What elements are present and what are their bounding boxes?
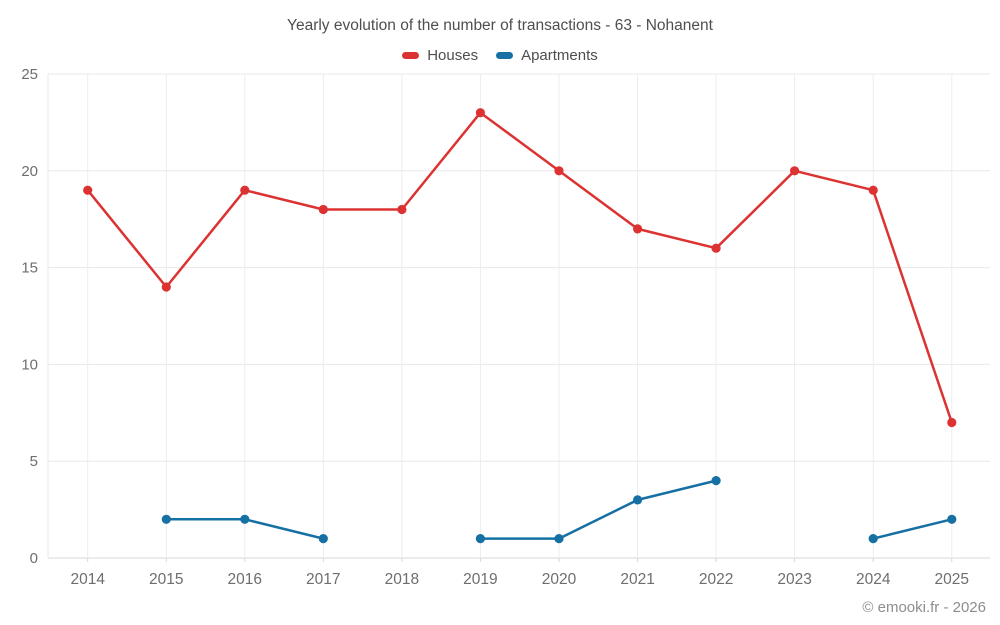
- x-axis-label: 2022: [699, 571, 733, 588]
- houses-point-2014[interactable]: [83, 185, 93, 195]
- x-axis-label: 2024: [856, 571, 891, 588]
- apartments-point-2019[interactable]: [475, 534, 485, 544]
- houses-point-2017[interactable]: [318, 204, 328, 215]
- houses-legend-label: Houses: [427, 47, 479, 64]
- y-axis-label: 15: [21, 260, 38, 277]
- y-axis-label: 0: [30, 550, 38, 567]
- apartments-point-2022[interactable]: [711, 476, 721, 486]
- y-axis-label: 25: [21, 66, 38, 83]
- x-axis-label: 2015: [149, 571, 183, 588]
- x-axis-label: 2025: [935, 571, 969, 588]
- y-axis-label: 10: [21, 356, 38, 373]
- houses-point-2020[interactable]: [554, 166, 564, 176]
- x-axis-label: 2023: [777, 571, 811, 588]
- houses-legend-marker-icon: [402, 52, 420, 59]
- houses-point-2015[interactable]: [161, 282, 171, 292]
- apartments-point-2016[interactable]: [240, 514, 250, 524]
- houses-point-2021[interactable]: [633, 224, 643, 234]
- houses-point-2018[interactable]: [397, 204, 407, 215]
- apartments-legend-marker-icon: [496, 52, 514, 59]
- apartments-point-2025[interactable]: [947, 514, 957, 524]
- houses-line: [86, 111, 954, 424]
- houses-point-2024[interactable]: [868, 185, 878, 195]
- legend-item-houses[interactable]: Houses: [402, 47, 478, 64]
- houses-point-2016[interactable]: [240, 185, 250, 195]
- y-axis-label: 20: [21, 163, 38, 180]
- apartments-line: [871, 518, 954, 540]
- houses-point-2022[interactable]: [711, 243, 721, 253]
- houses-point-2025[interactable]: [947, 417, 957, 428]
- x-axis-label: 2018: [385, 571, 419, 588]
- x-axis-label: 2020: [542, 571, 577, 588]
- legend-item-apartments[interactable]: Apartments: [496, 47, 598, 64]
- x-axis-label: 2019: [463, 571, 497, 588]
- chart-title: Yearly evolution of the number of transa…: [287, 17, 713, 34]
- apartments-line: [479, 479, 718, 540]
- y-axis-label: 5: [30, 453, 38, 470]
- apartments-point-2015[interactable]: [161, 514, 171, 524]
- houses-point-2019[interactable]: [475, 108, 485, 118]
- apartments-point-2017[interactable]: [318, 534, 328, 544]
- x-axis-label: 2017: [306, 571, 340, 588]
- chart-legend: Houses Apartments: [0, 47, 1000, 64]
- apartments-point-2021[interactable]: [633, 495, 643, 505]
- apartments-point-2020[interactable]: [554, 534, 564, 544]
- houses-point-2023[interactable]: [790, 166, 800, 176]
- apartments-legend-label: Apartments: [521, 47, 598, 64]
- copyright-footer: © emooki.fr - 2026: [862, 599, 986, 616]
- x-axis-label: 2021: [620, 571, 654, 588]
- x-axis-label: 2014: [70, 571, 105, 588]
- x-axis-label: 2016: [228, 571, 262, 588]
- apartments-point-2024[interactable]: [868, 534, 878, 544]
